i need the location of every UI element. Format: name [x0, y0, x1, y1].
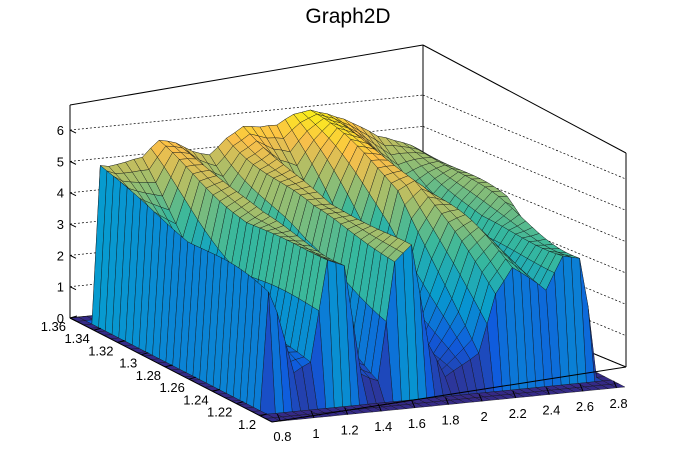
y-tick — [117, 339, 125, 343]
z-tick — [69, 192, 77, 197]
x-tick-label: 1.6 — [408, 416, 426, 431]
y-tick — [212, 388, 220, 392]
x-tick — [579, 383, 584, 392]
x-tick-label: 1.4 — [374, 419, 392, 434]
x-tick — [445, 397, 449, 405]
z-tick — [69, 286, 77, 291]
z-tick — [69, 129, 77, 134]
z-tick-label: 4 — [57, 186, 64, 201]
z-tick-label: 5 — [57, 154, 64, 169]
z-tick — [69, 254, 77, 259]
z-tick — [69, 317, 77, 322]
y-tick-label: 1.32 — [88, 343, 113, 358]
x-tick — [613, 380, 618, 389]
y-tick-label: 1.28 — [136, 368, 161, 383]
x-tick-label: 2.4 — [542, 403, 560, 418]
z-gridline-right — [422, 94, 627, 180]
x-tick — [411, 400, 416, 409]
x-tick-label: 1.8 — [441, 413, 459, 428]
x-tick — [276, 413, 281, 422]
y-tick — [188, 376, 196, 380]
x-tick — [545, 387, 550, 395]
x-tick-label: 2.6 — [576, 399, 594, 414]
y-tick — [69, 315, 78, 319]
z-tick-label: 6 — [57, 123, 64, 138]
y-tick-label: 1.26 — [160, 380, 185, 395]
x-tick — [310, 410, 315, 419]
chart-title: Graph2D — [305, 5, 390, 28]
x-tick-label: 2 — [481, 409, 488, 424]
z-tick-label: 0 — [57, 311, 64, 326]
y-tick-label: 1.24 — [183, 392, 208, 407]
back-left-top-edge — [69, 44, 424, 106]
y-tick-label: 1.3 — [119, 356, 137, 371]
x-tick-label: 1 — [312, 426, 319, 441]
y-tick-label: 1.36 — [41, 319, 66, 334]
z-gridline-right — [422, 126, 627, 211]
z-tick-label: 3 — [57, 217, 64, 232]
axes: 01234561.21.221.241.261.281.31.321.341.3… — [41, 123, 628, 444]
x-tick — [478, 393, 483, 402]
z-gridline-left — [69, 94, 424, 131]
back-right-top-edge — [422, 44, 627, 154]
z-tick-label: 2 — [57, 248, 64, 263]
y-tick — [259, 413, 268, 417]
x-tick-label: 2.2 — [509, 406, 527, 421]
y-tick — [164, 364, 173, 368]
y-tick-label: 1.22 — [207, 405, 232, 420]
z-tick — [69, 223, 77, 228]
z-tick — [69, 160, 77, 165]
x-tick-label: 1.2 — [341, 423, 359, 438]
x-tick-label: 2.8 — [610, 396, 628, 411]
x-tick — [512, 390, 517, 399]
x-tick — [344, 407, 349, 415]
x-tick — [377, 403, 382, 412]
y-tick — [141, 352, 149, 356]
y-tick-label: 1.2 — [238, 417, 256, 432]
y-tick — [93, 327, 101, 331]
y-axis-line — [69, 317, 273, 423]
x-tick-label: 0.8 — [273, 429, 291, 444]
y-tick — [236, 401, 244, 405]
z-tick-label: 1 — [57, 280, 64, 295]
x-axis-line — [271, 366, 627, 423]
surface-mesh — [69, 109, 626, 423]
y-tick-label: 1.34 — [64, 331, 89, 346]
